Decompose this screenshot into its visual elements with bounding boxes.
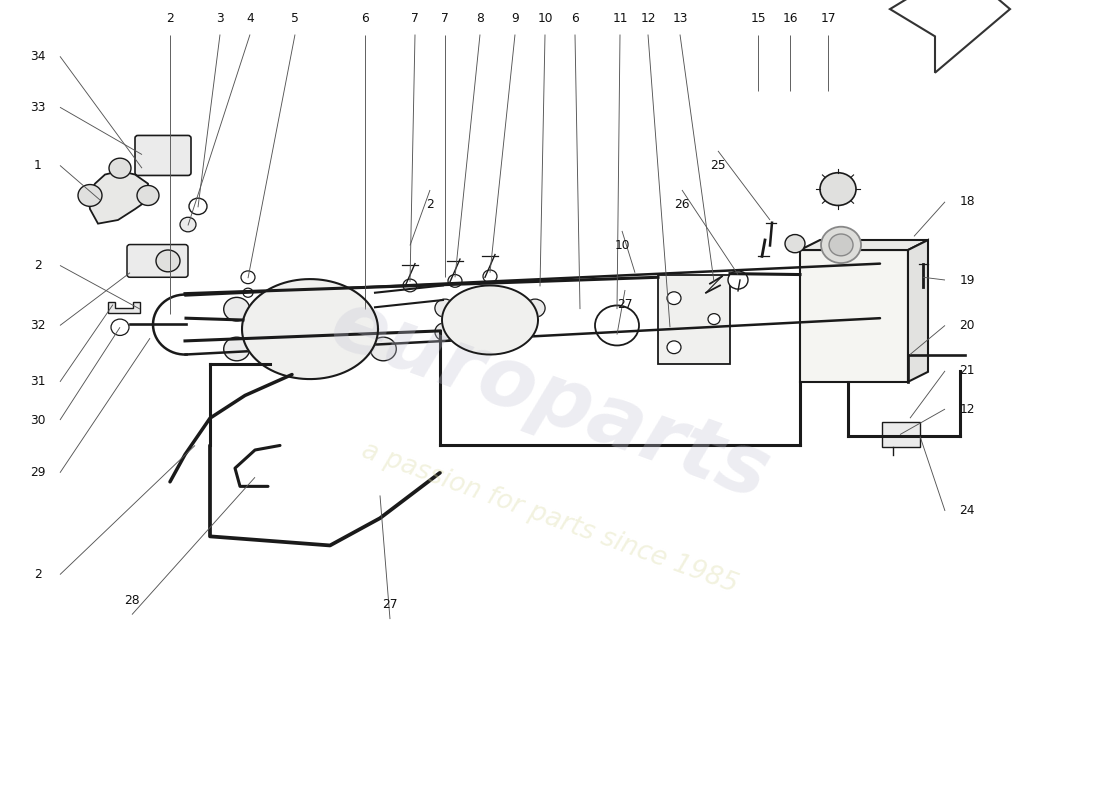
Text: 18: 18 <box>959 195 975 208</box>
Text: 16: 16 <box>782 12 797 25</box>
Circle shape <box>78 185 102 206</box>
Text: 11: 11 <box>613 12 628 25</box>
Text: 8: 8 <box>476 12 484 25</box>
Text: 20: 20 <box>959 319 975 332</box>
Text: 27: 27 <box>383 598 398 611</box>
Polygon shape <box>442 286 538 354</box>
Polygon shape <box>242 279 378 379</box>
Text: 25: 25 <box>711 159 726 172</box>
Text: 12: 12 <box>640 12 656 25</box>
Text: 13: 13 <box>672 12 688 25</box>
Polygon shape <box>800 240 928 250</box>
Text: 7: 7 <box>411 12 419 25</box>
Text: 33: 33 <box>31 101 46 114</box>
Circle shape <box>470 302 510 338</box>
Text: 2: 2 <box>166 12 174 25</box>
Circle shape <box>667 341 681 354</box>
Circle shape <box>821 226 861 263</box>
Polygon shape <box>88 171 148 224</box>
Text: 21: 21 <box>959 365 975 378</box>
Circle shape <box>109 158 131 178</box>
FancyBboxPatch shape <box>135 135 191 175</box>
Text: 2: 2 <box>426 198 433 211</box>
Circle shape <box>111 319 129 335</box>
Circle shape <box>296 316 324 342</box>
Circle shape <box>829 234 852 256</box>
Text: 12: 12 <box>959 402 975 415</box>
Circle shape <box>708 314 720 325</box>
Text: 28: 28 <box>124 594 140 606</box>
Text: 4: 4 <box>246 12 254 25</box>
Circle shape <box>434 322 455 341</box>
FancyBboxPatch shape <box>882 422 920 447</box>
Text: a passion for parts since 1985: a passion for parts since 1985 <box>359 438 741 598</box>
Circle shape <box>156 250 180 272</box>
Text: europarts: europarts <box>320 283 780 517</box>
Text: 2: 2 <box>34 259 42 272</box>
Circle shape <box>448 274 462 287</box>
Text: 30: 30 <box>31 414 46 426</box>
Circle shape <box>180 218 196 232</box>
Text: 27: 27 <box>617 298 632 311</box>
Circle shape <box>371 337 396 361</box>
Polygon shape <box>800 250 907 382</box>
Text: 19: 19 <box>959 274 975 286</box>
FancyBboxPatch shape <box>126 245 188 278</box>
Circle shape <box>728 271 748 289</box>
Circle shape <box>434 299 455 318</box>
Text: 2: 2 <box>34 568 42 581</box>
Circle shape <box>280 302 340 356</box>
Text: 26: 26 <box>674 198 690 211</box>
FancyBboxPatch shape <box>658 274 730 364</box>
Text: 5: 5 <box>292 12 299 25</box>
Text: 15: 15 <box>750 12 766 25</box>
Text: 6: 6 <box>571 12 579 25</box>
Circle shape <box>667 292 681 305</box>
Polygon shape <box>890 0 1010 73</box>
Polygon shape <box>108 302 140 313</box>
Text: 29: 29 <box>31 466 46 479</box>
Text: 1: 1 <box>34 159 42 172</box>
Text: 10: 10 <box>537 12 552 25</box>
Text: 9: 9 <box>512 12 519 25</box>
Circle shape <box>595 306 639 346</box>
Circle shape <box>243 288 253 298</box>
Circle shape <box>138 186 160 206</box>
Circle shape <box>189 198 207 214</box>
Circle shape <box>525 299 546 318</box>
Circle shape <box>820 173 856 206</box>
Circle shape <box>785 234 805 253</box>
Text: 6: 6 <box>361 12 368 25</box>
Text: 17: 17 <box>821 12 836 25</box>
Text: 7: 7 <box>441 12 449 25</box>
Text: 10: 10 <box>614 239 629 252</box>
Circle shape <box>403 279 417 292</box>
Text: 34: 34 <box>31 50 46 63</box>
Circle shape <box>223 337 250 361</box>
Text: 32: 32 <box>31 319 46 332</box>
Polygon shape <box>908 240 928 382</box>
Text: 3: 3 <box>216 12 224 25</box>
Circle shape <box>241 271 255 284</box>
Circle shape <box>483 270 497 282</box>
Text: 31: 31 <box>31 375 46 388</box>
Text: 24: 24 <box>959 505 975 518</box>
Circle shape <box>481 312 499 328</box>
Circle shape <box>223 298 250 321</box>
